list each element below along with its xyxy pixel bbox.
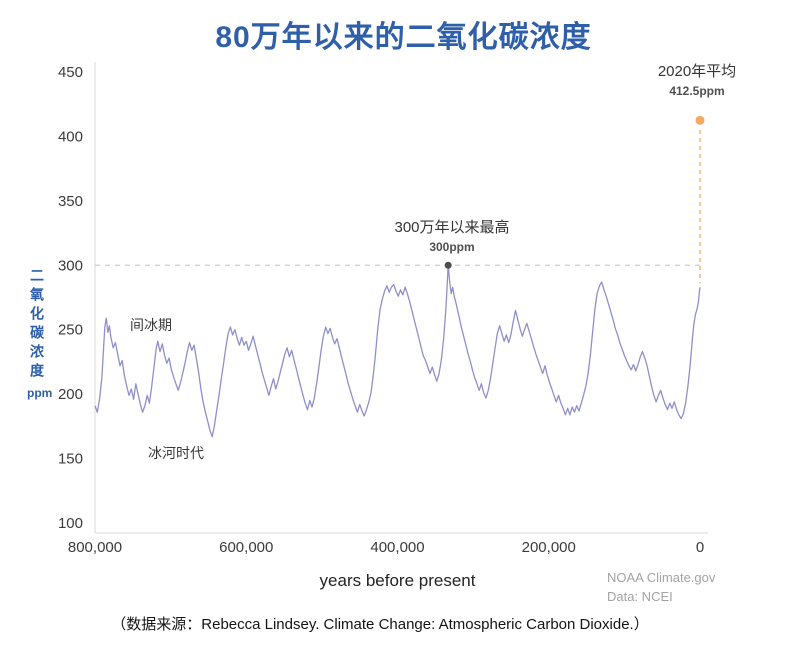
y-axis-unit-label: ppm (27, 386, 53, 400)
source-line-1: NOAA Climate.gov (607, 570, 716, 585)
y-tick-label: 250 (58, 322, 83, 339)
y-tick-label: 150 (58, 451, 83, 468)
chart-title: 80万年以来的二氧化碳浓度 (215, 21, 592, 54)
annotation-interglacial: 间冰期 (130, 317, 172, 333)
annotation-2020-average: 2020年平均 412.5ppm (622, 60, 772, 98)
x-tick-label: 600,000 (219, 539, 273, 556)
mis9-peak-marker (444, 261, 452, 269)
x-tick-label: 400,000 (370, 539, 424, 556)
data-source-credit: NOAA Climate.gov Data: NCEI (607, 568, 715, 606)
y-tick-label: 100 (58, 515, 83, 532)
source-line-2: Data: NCEI (607, 589, 673, 604)
caption: （数据来源：Rebecca Lindsey. Climate Change: A… (111, 616, 649, 633)
annotation-mis9-label: 300万年以来最高 (394, 219, 510, 236)
y-tick-label: 350 (58, 193, 83, 210)
annotation-mis9-peak: 300万年以来最高 300ppm (352, 216, 552, 254)
y-tick-label: 300 (58, 257, 83, 274)
x-tick-label: 0 (696, 539, 704, 556)
y-tick-label: 200 (58, 386, 83, 403)
annotation-mis9-value: 300ppm (429, 240, 475, 254)
2020-average-marker (695, 115, 705, 125)
annotation-ice-age: 冰河时代 (148, 445, 204, 461)
x-tick-label: 200,000 (522, 539, 576, 556)
y-axis-title: 二氧化碳浓度 (29, 268, 45, 382)
y-tick-label: 450 (58, 64, 83, 81)
annotation-2020-label: 2020年平均 (657, 63, 737, 80)
y-tick-label: 400 (58, 128, 83, 145)
x-tick-label: 800,000 (68, 539, 122, 556)
series-line-co2-concentration-ppm (94, 264, 701, 438)
x-axis-title: years before present (319, 571, 476, 590)
annotation-2020-value: 412.5ppm (669, 84, 725, 98)
